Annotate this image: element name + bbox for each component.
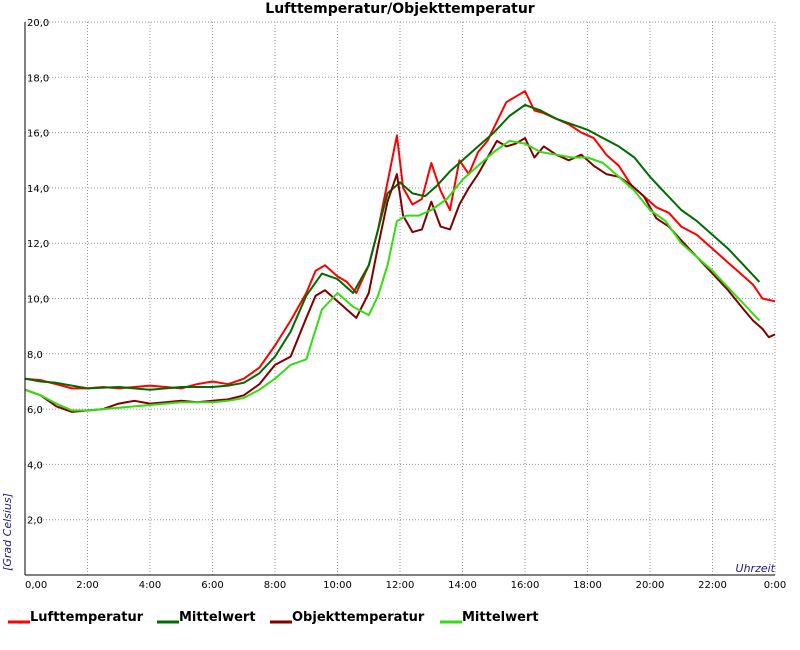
legend-label: Lufttemperatur <box>30 610 144 625</box>
x-tick-label: 14:00 <box>448 580 477 591</box>
x-tick-label: 4:00 <box>139 580 161 591</box>
x-tick-label: 2:00 <box>76 580 98 591</box>
legend-label: Mittelwert <box>462 610 539 625</box>
x-tick-label: 20:00 <box>636 580 665 591</box>
series-line <box>24 139 761 412</box>
legend-item: Mittelwert <box>157 610 256 625</box>
y-axis-label: [Grad Celsius] <box>1 493 14 571</box>
legend-item: Lufttemperatur <box>8 610 144 625</box>
tick-labels: 0,00 2:00 4:00 6:00 8:00 10:00 12:00 14:00 16:00… <box>25 18 786 591</box>
series-layer <box>24 90 776 413</box>
x-tick-label: 8:00 <box>264 580 286 591</box>
series-line <box>24 103 761 391</box>
x-tick-label: 12:00 <box>386 580 415 591</box>
x-tick-label: 10:00 <box>323 580 352 591</box>
y-tick-label: 18,0 <box>27 73 49 84</box>
x-tick-label: 6:00 <box>201 580 223 591</box>
x-tick-label: 18:00 <box>573 580 602 591</box>
y-tick-label: 14,0 <box>27 184 49 195</box>
legend-label: Objekttemperatur <box>292 610 425 625</box>
y-tick-label: 6,0 <box>27 405 43 416</box>
y-tick-label: 12,0 <box>27 239 49 250</box>
x-axis-label: Uhrzeit <box>736 562 776 575</box>
y-tick-label: 4,0 <box>27 460 43 471</box>
y-tick-label: 8,0 <box>27 350 43 361</box>
legend-label: Mittelwert <box>179 610 256 625</box>
x-tick-label: 0,00 <box>25 580 47 591</box>
x-tick-label: 0:00 <box>764 580 786 591</box>
legend-item: Mittelwert <box>440 610 539 625</box>
y-tick-label: 10,0 <box>27 295 49 306</box>
x-tick-label: 22:00 <box>698 580 727 591</box>
y-tick-label: 20,0 <box>27 18 49 29</box>
axes <box>24 22 775 576</box>
y-tick-label: 2,0 <box>27 516 43 527</box>
grid <box>25 21 776 575</box>
legend-item: Objekttemperatur <box>270 610 425 625</box>
y-tick-label: 16,0 <box>27 129 49 140</box>
chart-title: Lufttemperatur/Objekttemperatur <box>265 1 535 17</box>
legend: Lufttemperatur Mittelwert Objekttemperatur… <box>8 610 539 625</box>
x-tick-label: 16:00 <box>511 580 540 591</box>
